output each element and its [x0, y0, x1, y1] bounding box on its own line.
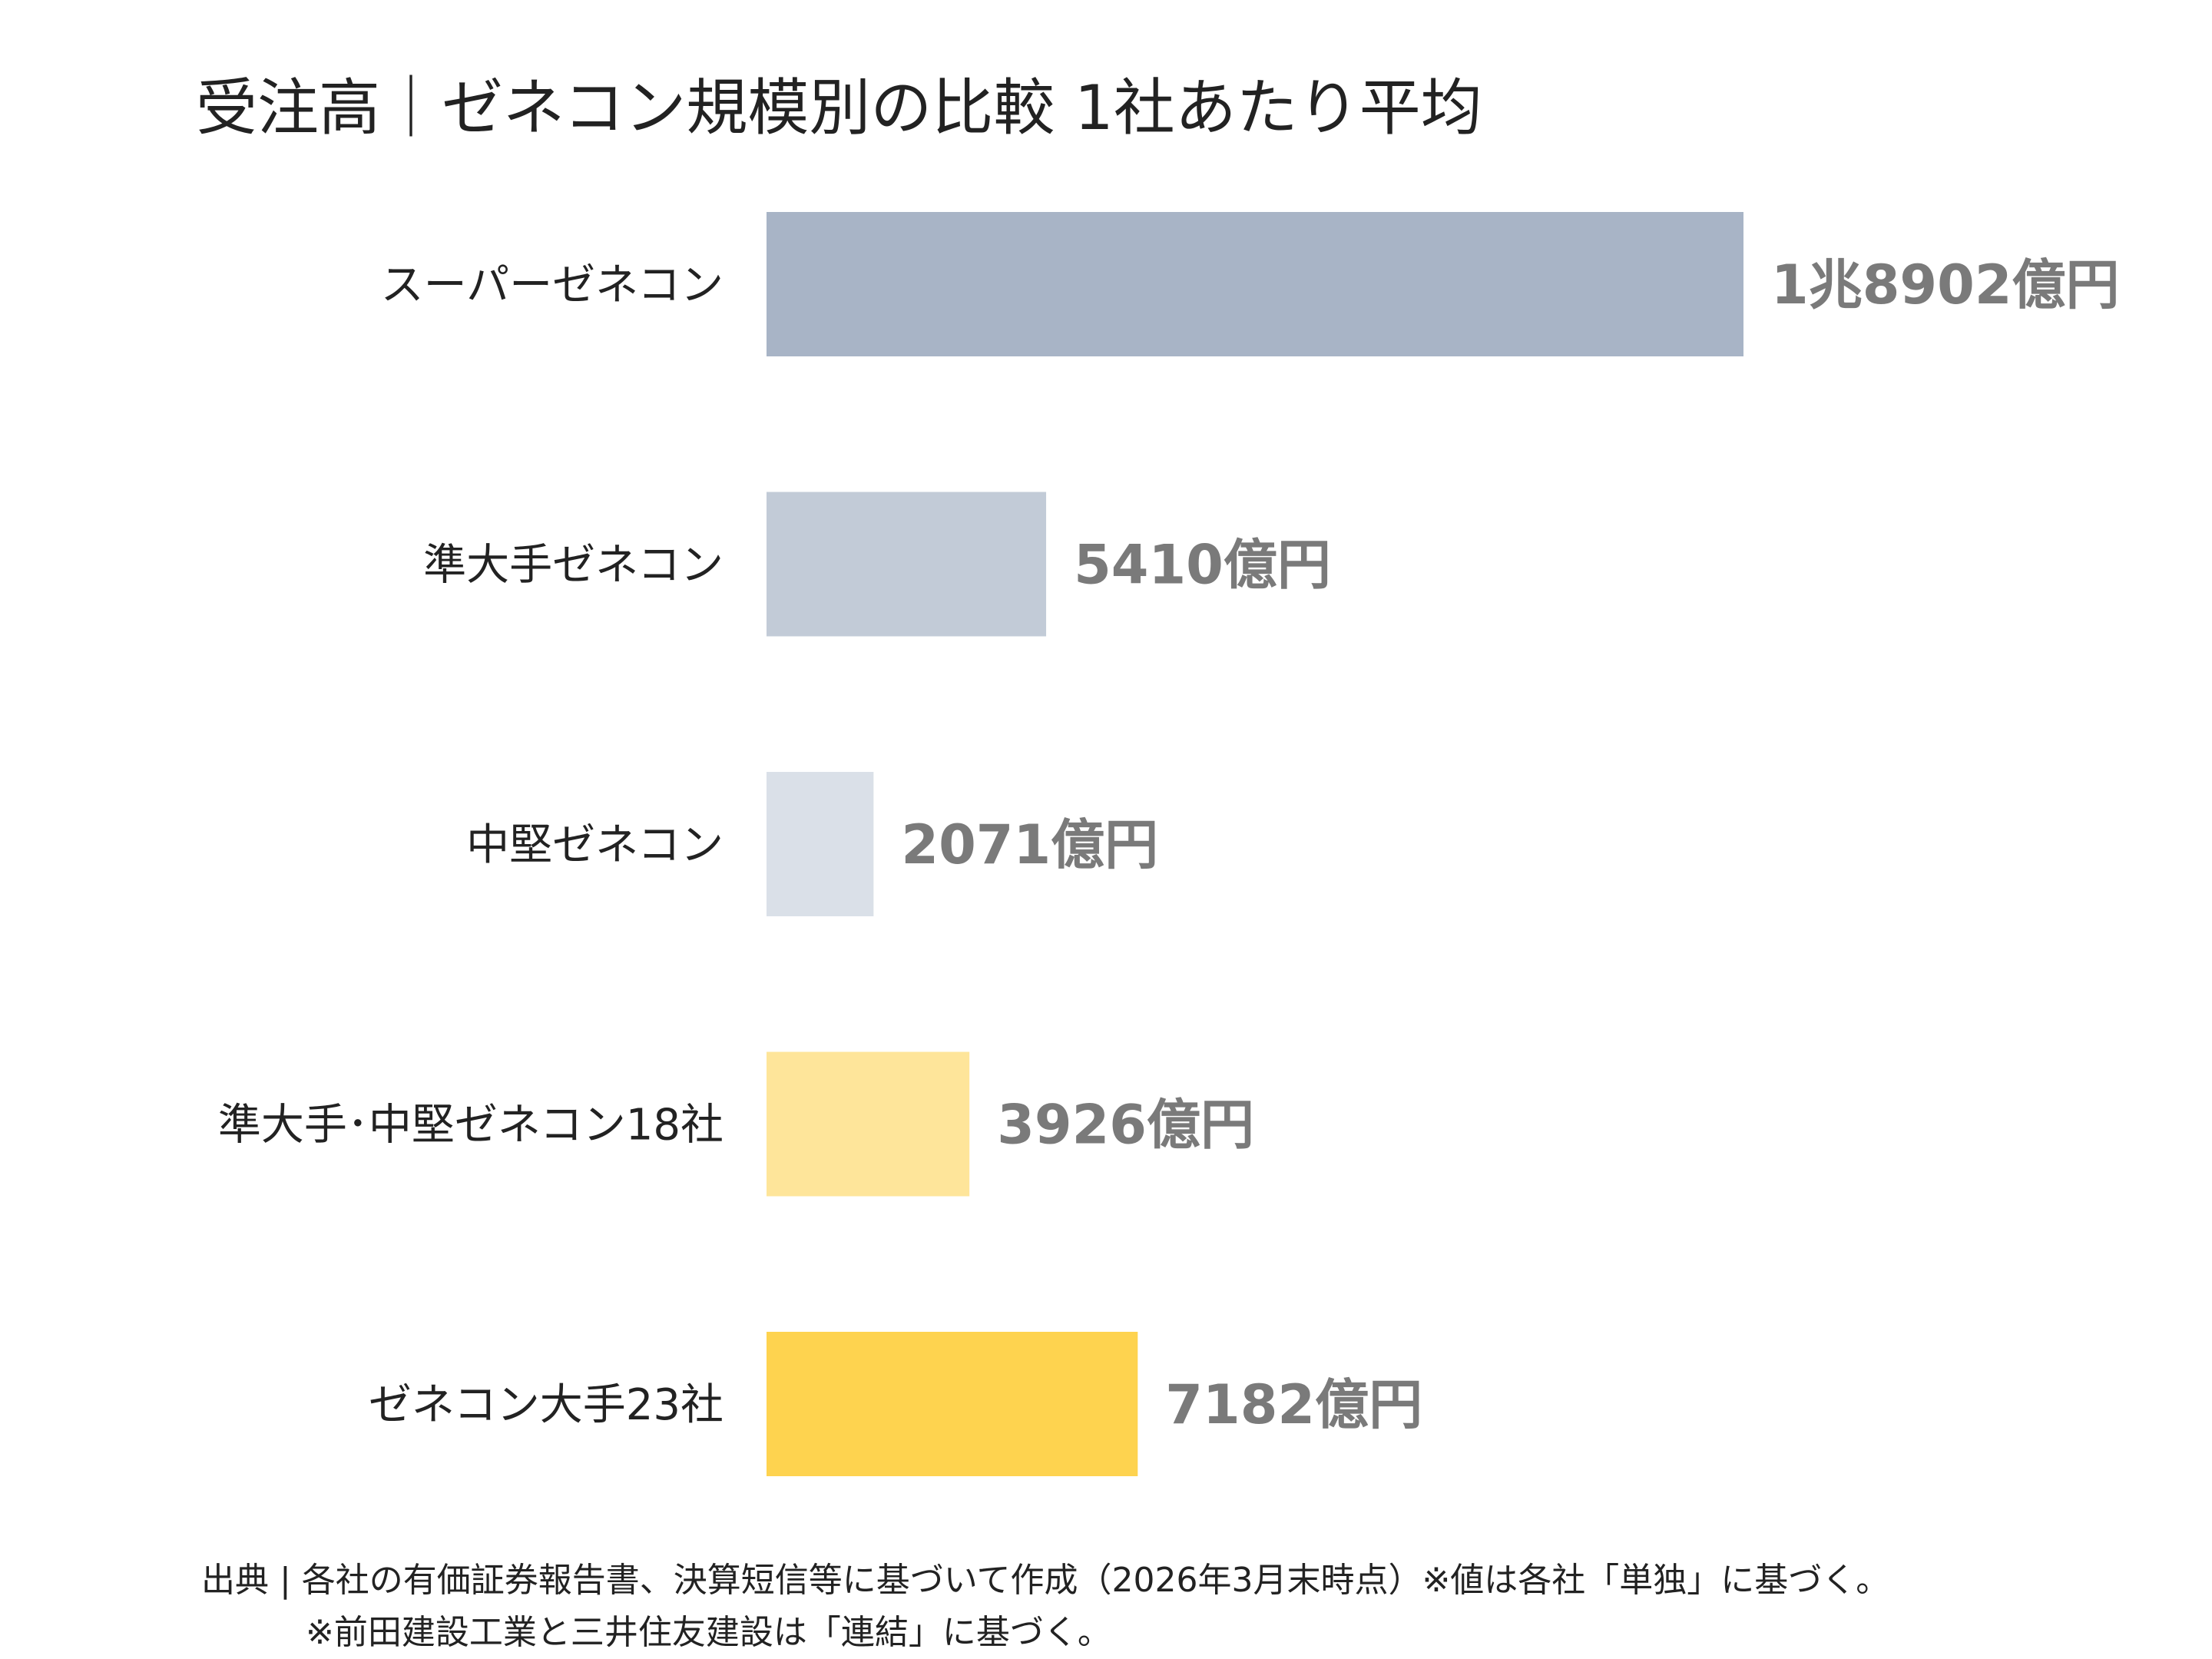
value-label: 7182億円 — [1165, 1373, 1422, 1436]
value-label: 3926億円 — [997, 1094, 1254, 1157]
source-note-2: ※前田建設工業と三井住友建設は「連結」に基づく。 — [306, 1613, 1111, 1652]
bar — [767, 492, 1047, 637]
bar — [767, 212, 1743, 356]
category-label: ゼネコン大手23社 — [369, 1380, 724, 1430]
category-label: スーパーゼネコン — [381, 260, 724, 310]
bar — [767, 1332, 1138, 1476]
bar — [767, 772, 874, 916]
source-note: 出典 | 各社の有価証券報告書、決算短信等に基づいて作成（2026年3月末時点）… — [201, 1561, 1889, 1600]
category-label: 中堅ゼネコン — [466, 820, 724, 870]
value-label: 2071億円 — [901, 813, 1158, 876]
category-label: 準大手･中堅ゼネコン18社 — [218, 1101, 724, 1151]
bar — [767, 1051, 970, 1197]
category-label: 準大手ゼネコン — [423, 541, 724, 591]
value-label: 1兆8902億円 — [1771, 253, 2120, 316]
value-label: 5410億円 — [1074, 534, 1331, 597]
chart-title: 受注高｜ゼネコン規模別の比較 1社あたり平均 — [196, 72, 1482, 144]
